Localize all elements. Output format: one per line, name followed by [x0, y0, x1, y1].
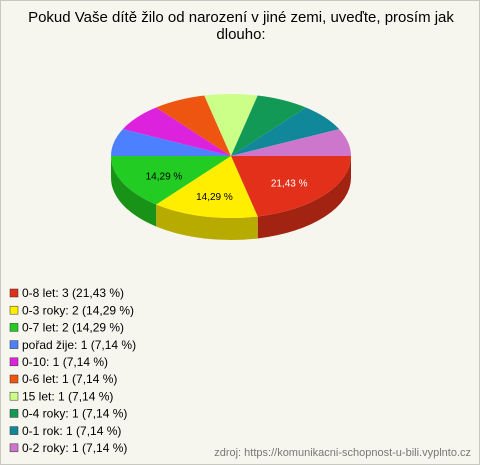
legend-swatch	[9, 409, 19, 418]
legend-label: 0-4 roky: 1 (7,14 %)	[22, 407, 127, 421]
pie-sides	[111, 156, 351, 241]
legend-label: 15 let: 1 (7,14 %)	[22, 389, 113, 403]
pie-side	[156, 204, 258, 241]
pie-slice	[204, 94, 258, 156]
pie-slice	[231, 129, 351, 156]
legend-label: 0-1 rok: 1 (7,14 %)	[22, 424, 121, 438]
legend-swatch	[9, 357, 19, 367]
legend-swatch	[9, 374, 19, 384]
pie-slice	[111, 129, 231, 156]
pie-slice	[156, 95, 231, 156]
source: zdroj: https://komunikacni-schopnost-u-b…	[214, 447, 471, 459]
legend-swatch	[9, 426, 19, 435]
pie-tops	[111, 94, 351, 218]
legend-swatch	[9, 305, 19, 315]
legend-label: 0-3 roky: 2 (14,29 %)	[22, 303, 134, 317]
data-label: 14,29 %	[146, 171, 183, 182]
legend-label: 0-6 let: 1 (7,14 %)	[22, 372, 117, 386]
chart-title: Pokud Vaše dítě žilo od narození v jiné …	[28, 9, 454, 43]
legend-label: 0-7 let: 2 (14,29 %)	[22, 321, 124, 335]
pie-slice	[122, 107, 231, 156]
legend-label: pořad žije: 1 (7,14 %)	[22, 338, 136, 352]
legend-swatch	[9, 323, 19, 332]
legend-label: 0-8 let: 3 (21,43 %)	[22, 286, 124, 300]
pie-side	[257, 156, 351, 239]
legend-label: 0-10: 1 (7,14 %)	[22, 355, 108, 369]
data-label: 14,29 %	[196, 192, 233, 203]
legend-label: 0-2 roky: 1 (7,14 %)	[22, 441, 127, 455]
pie-slice	[231, 95, 306, 156]
pie-slice	[156, 156, 258, 218]
pie-side	[111, 156, 157, 227]
pie-labels: 21,43 % 14,29 % 14,29 %	[146, 171, 308, 203]
pie-slice	[231, 107, 340, 156]
pie-slice	[231, 156, 351, 217]
legend-swatch	[9, 443, 19, 453]
legend-swatch	[9, 391, 19, 401]
data-label: 21,43 %	[271, 179, 308, 190]
legend-swatch	[9, 340, 19, 349]
legend-swatch	[9, 288, 19, 298]
pie-slice	[111, 156, 231, 205]
